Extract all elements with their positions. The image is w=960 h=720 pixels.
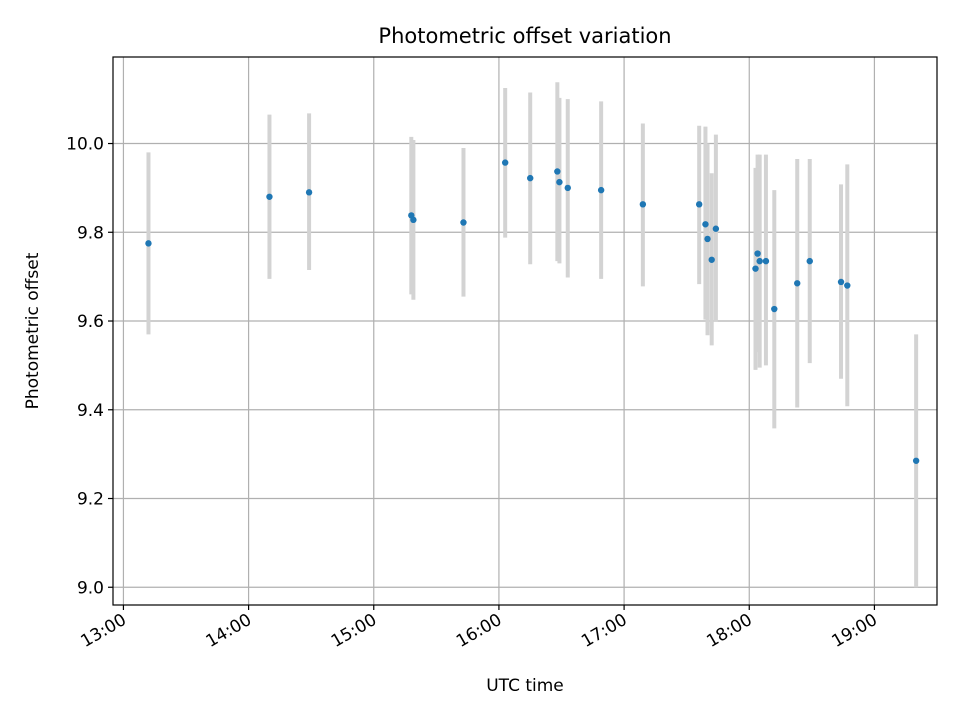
data-point xyxy=(695,201,703,208)
data-points xyxy=(145,159,920,464)
data-point xyxy=(754,250,761,257)
data-point xyxy=(460,219,467,226)
data-point xyxy=(145,240,152,247)
plot-frame xyxy=(112,56,938,606)
data-point xyxy=(501,159,509,166)
data-point xyxy=(527,174,534,182)
grid xyxy=(113,57,937,605)
data-point xyxy=(912,457,920,464)
data-point xyxy=(554,168,561,175)
data-point xyxy=(756,257,763,265)
y-tick-label: 10.0 xyxy=(66,135,104,155)
y-tick-label: 9.4 xyxy=(77,401,104,421)
data-point xyxy=(704,235,711,243)
y-axis-label: Photometric offset xyxy=(23,252,43,409)
data-point xyxy=(752,265,759,272)
x-axis-label: UTC time xyxy=(486,676,564,696)
data-point xyxy=(556,178,563,186)
data-point xyxy=(410,216,417,224)
data-point xyxy=(771,305,778,313)
data-point xyxy=(806,257,813,265)
y-tick-label: 9.0 xyxy=(77,578,104,598)
y-axis: 9.0 9.2 9.4 9.6 9.8 10.0 xyxy=(66,135,113,598)
data-point xyxy=(837,278,845,286)
data-point xyxy=(844,282,851,289)
data-point xyxy=(708,256,715,263)
data-point xyxy=(305,189,313,196)
data-point xyxy=(639,201,647,208)
y-tick-label: 9.2 xyxy=(77,490,104,510)
y-tick-label: 9.8 xyxy=(77,223,104,243)
data-point xyxy=(597,186,605,194)
data-point xyxy=(266,193,273,200)
y-tick-label: 9.6 xyxy=(77,312,104,332)
data-point xyxy=(794,280,801,287)
data-point xyxy=(702,221,709,228)
data-point xyxy=(762,257,770,265)
data-point xyxy=(712,225,720,232)
chart-title: Photometric offset variation xyxy=(378,24,671,48)
data-point xyxy=(564,184,571,192)
plot-area xyxy=(113,57,937,605)
